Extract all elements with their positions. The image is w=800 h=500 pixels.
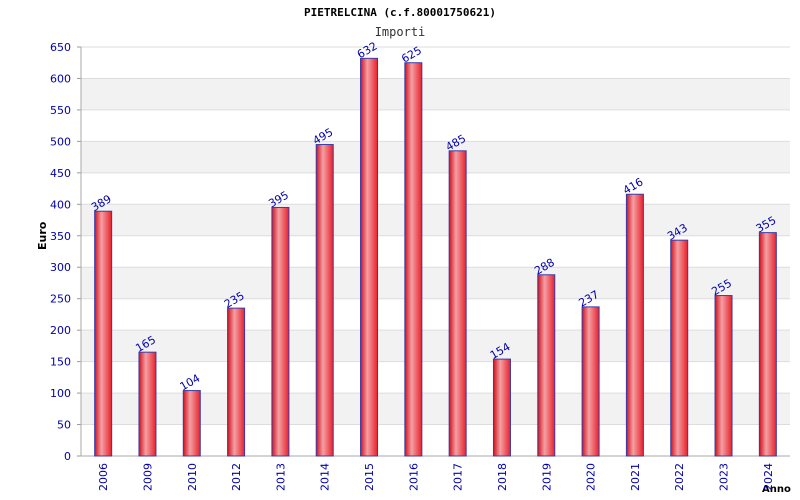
y-tick-label: 200	[50, 324, 71, 337]
y-tick-label: 650	[50, 41, 71, 54]
y-tick-label: 0	[64, 450, 71, 463]
bar	[758, 232, 777, 457]
bar	[315, 144, 334, 457]
bar	[448, 150, 467, 457]
bar	[138, 351, 157, 457]
y-tick-label: 550	[50, 104, 71, 117]
grid-band	[81, 141, 790, 173]
bar	[182, 390, 201, 457]
x-tick-label: 2024	[762, 463, 775, 491]
x-tick-label: 2010	[186, 463, 199, 491]
bar	[537, 274, 556, 457]
x-tick-label: 2021	[629, 463, 642, 491]
x-tick-label: 2016	[407, 463, 420, 491]
bars	[94, 57, 777, 457]
chart-title: PIETRELCINA (c.f.80001750621)	[303, 6, 497, 19]
y-tick-label: 500	[50, 135, 71, 148]
bar	[670, 239, 689, 457]
y-tick-label: 400	[50, 198, 71, 211]
x-tick-label: 2019	[540, 463, 553, 491]
y-tick-label: 250	[50, 293, 71, 306]
grid-band	[81, 78, 790, 110]
y-tick-label: 600	[50, 72, 71, 85]
x-tick-label: 2018	[496, 463, 509, 491]
x-axis-label: Anno	[762, 484, 791, 495]
x-tick-label: 2022	[673, 463, 686, 491]
x-tick-label: 2012	[230, 463, 243, 491]
x-tick-label: 2017	[452, 463, 465, 491]
bar	[714, 295, 733, 457]
grid-band	[81, 204, 790, 236]
y-tick-label: 150	[50, 356, 71, 369]
x-tick-label: 2009	[141, 463, 154, 491]
bar	[271, 206, 290, 457]
y-tick-label: 450	[50, 167, 71, 180]
x-tick-label: 2015	[363, 463, 376, 491]
x-tick-label: 2020	[585, 463, 598, 491]
y-tick-label: 300	[50, 261, 71, 274]
x-tick-label: 2014	[319, 463, 332, 491]
bar	[227, 307, 246, 457]
bar	[581, 306, 600, 457]
bar	[492, 358, 511, 457]
chart-subtitle: Importi	[374, 25, 426, 39]
x-tick-label: 2006	[97, 463, 110, 491]
y-tick-labels: 0 50 100 150 200 250 300 350 400 450 500 550 600 650	[50, 41, 71, 463]
y-tick-label: 50	[57, 419, 71, 432]
x-tick-label: 2013	[274, 463, 287, 491]
x-tick-label: 2023	[718, 463, 731, 491]
bar	[94, 210, 113, 457]
bar	[625, 193, 644, 457]
x-tick-labels: 2006 2009 2010 2012 2013 2014 2015 2016 2017 2018…	[97, 463, 775, 491]
bar	[360, 57, 379, 457]
bar	[404, 62, 423, 457]
y-tick-label: 100	[50, 387, 71, 400]
y-tick-label: 350	[50, 230, 71, 243]
